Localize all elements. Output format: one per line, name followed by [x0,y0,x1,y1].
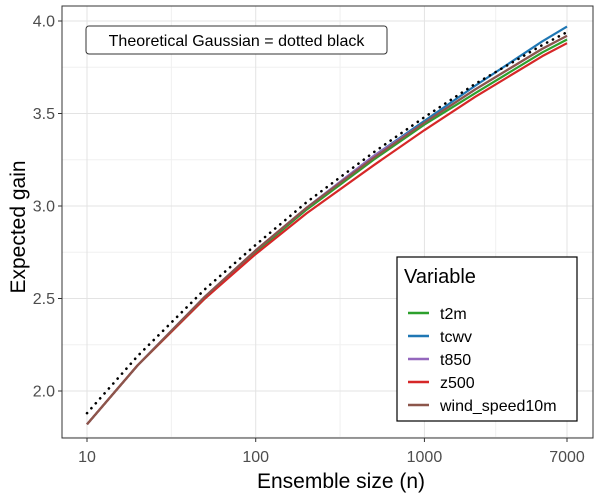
y-tick-label: 2.0 [33,384,55,401]
x-axis-label: Ensemble size (n) [257,470,425,493]
y-tick-label: 4.0 [33,14,55,31]
legend-title: Variable [404,266,476,288]
panel-border [61,5,594,439]
legend-label-wind_speed10m: wind_speed10m [439,398,557,415]
legend: Variable t2m tcwv t850 z500 wind_speed10m [396,256,578,422]
legend-label-t2m: t2m [440,306,467,323]
y-axis-label: Expected gain [7,160,30,293]
x-axis: 10 100 1000 7000 [78,438,585,466]
x-tick-label: 100 [242,449,269,466]
legend-label-t850: t850 [440,352,471,369]
legend-label-z500: z500 [440,375,475,392]
annotation-text: Theoretical Gaussian = dotted black [109,33,366,50]
annotation-box [85,25,388,55]
legend-items: t2m tcwv t850 z500 wind_speed10m [408,306,557,415]
x-tick-label: 10 [78,449,96,466]
y-axis: 2.0 2.5 3.0 3.5 4.0 [33,14,62,401]
legend-box [396,256,578,422]
series-layer [85,25,569,426]
y-tick-label: 3.0 [33,199,55,216]
annotation: Theoretical Gaussian = dotted black [85,25,388,55]
x-tick-label: 1000 [407,449,443,466]
y-tick-label: 3.5 [33,106,55,123]
y-tick-label: 2.5 [33,291,55,308]
series-line-wind_speed10m [86,34,568,426]
x-tick-label: 7000 [549,449,585,466]
legend-label-tcwv: tcwv [440,329,472,346]
